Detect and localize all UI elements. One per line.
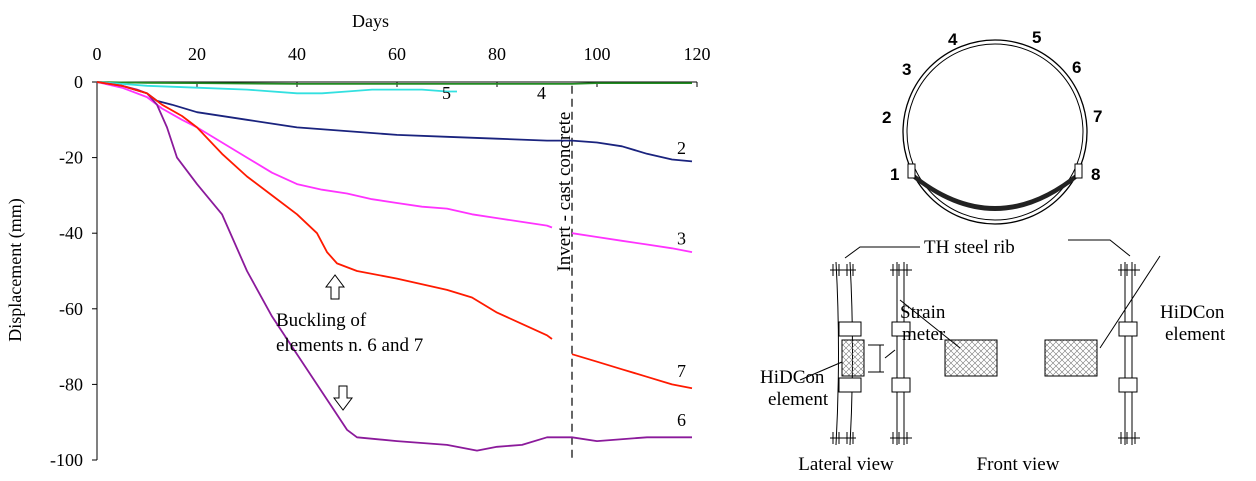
displacement-chart: 0 20 40 60 80 100 120 0 -20 -40 -60 -80 -100 Days D… [5,11,711,470]
lateral-rib-left [835,261,839,446]
section-element-8 [1074,163,1083,179]
element-number: 2 [882,108,891,127]
lateral-plate-bottom [838,377,862,393]
element-number: 3 [902,60,911,79]
y-tick-label: -100 [50,450,83,470]
element-number: 4 [948,30,958,49]
hidcon-leader-left [799,361,843,381]
section-numbers: 1 2 3 4 5 6 7 8 [882,28,1102,184]
strain-meter-label-2: meter [902,324,946,345]
hidcon-label-left-2: element [768,389,829,410]
x-tick-label: 40 [288,44,306,64]
x-tick-label: 100 [584,44,611,64]
y-ticks: 0 -20 -40 -60 -80 -100 [50,72,97,470]
rib-leader-right [1068,239,1131,257]
hidcon-label-right-2: element [1165,324,1226,345]
tunnel-cross-section: 1 2 3 4 5 6 7 8 [882,28,1102,225]
element-number: 7 [1093,107,1102,126]
strain-meter-label-1: Strain [900,302,946,323]
series-label: 7 [677,361,686,381]
strain-meter-leader [884,349,896,359]
buckling-annotation: Buckling of elements n. 6 and 7 [276,310,423,356]
series-line-5 [96,81,457,95]
section-inner-ring [906,43,1084,221]
front-hidcon-element [944,339,998,377]
arrow-down-icon [333,385,353,411]
hidcon-label-right-1: HiDCon [1160,302,1225,323]
series-labels: 2 3 4 5 6 7 [442,83,686,430]
x-tick-label: 0 [93,44,102,64]
element-number: 5 [1032,28,1041,47]
element-number: 1 [890,165,899,184]
series-line-7 [96,81,693,390]
front-view-label: Front view [977,454,1060,475]
lateral-plate-top [838,321,862,337]
lateral-rib-ticks [830,264,856,444]
element-number: 6 [1072,58,1081,77]
section-outer-ring [902,39,1088,225]
invert-marker-label: Invert - cast concrete [554,112,575,272]
series-label: 2 [677,138,686,158]
y-axis-label: Displacement (mm) [5,198,26,341]
front-plate-right-top [1118,321,1138,337]
detail-labels: TH steel rib Strain meter HiDCon element… [760,237,1226,475]
y-tick-label: -40 [59,223,83,243]
x-tick-label: 60 [388,44,406,64]
hidcon-leader-right [1099,255,1161,349]
hidcon-label-left-1: HiDCon [760,367,825,388]
y-tick-label: -20 [59,148,83,168]
series-line-3 [96,81,693,253]
annotation-line: elements n. 6 and 7 [276,335,423,356]
lateral-hidcon-element [841,339,865,377]
rib-leader-left [844,246,920,259]
front-plate-right-bottom [1118,377,1138,393]
front-plate-left-top [891,321,911,337]
detail-views [799,239,1161,446]
y-tick-label: 0 [74,72,83,92]
x-tick-label: 120 [684,44,711,64]
x-ticks: 0 20 40 60 80 100 120 [93,44,711,87]
annotation-line: Buckling of [276,310,367,331]
rib-label: TH steel rib [924,237,1015,258]
y-tick-label: -80 [59,374,83,394]
section-invert [910,172,1080,211]
series-group [96,81,693,452]
front-plate-left-bottom [891,377,911,393]
series-label: 6 [677,410,686,430]
strain-meter-leader-front [899,299,961,349]
front-rib-ticks [890,264,1140,444]
series-line-4 [96,81,692,85]
front-hidcon-element [1044,339,1098,377]
x-tick-label: 80 [488,44,506,64]
series-label: 5 [442,83,451,103]
arrow-up-icon [325,274,345,300]
series-label: 4 [537,83,546,103]
section-element-1 [907,163,916,179]
lateral-view-label: Lateral view [798,454,894,475]
x-axis-label: Days [352,11,389,31]
y-tick-label: -60 [59,299,83,319]
series-label: 3 [677,229,686,249]
x-tick-label: 20 [188,44,206,64]
element-number: 8 [1091,165,1100,184]
series-line-6 [96,81,692,452]
